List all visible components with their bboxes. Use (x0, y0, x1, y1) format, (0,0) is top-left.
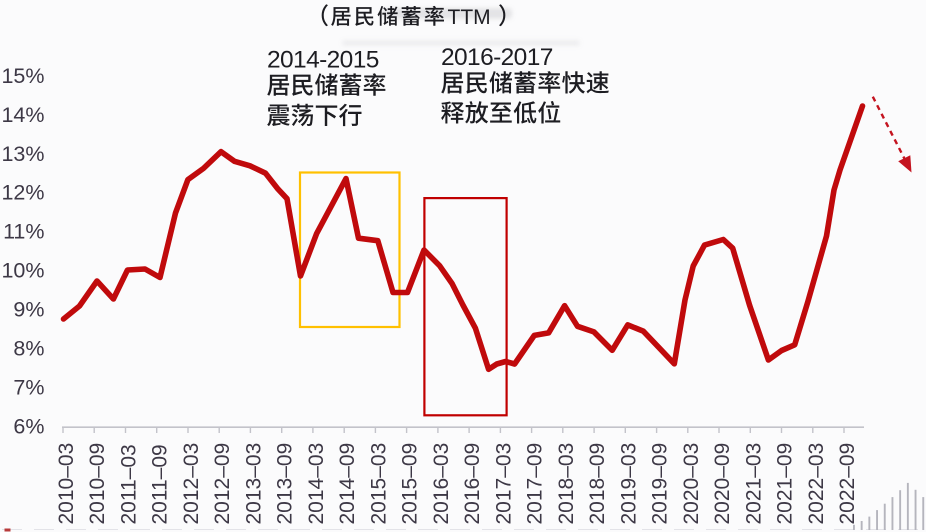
svg-text:10%: 10% (1, 259, 44, 283)
svg-text:2011–03: 2011–03 (118, 444, 141, 524)
svg-text:2016–03: 2016–03 (430, 443, 453, 525)
svg-text:2015–03: 2015–03 (367, 443, 390, 525)
svg-text:2018–09: 2018–09 (586, 443, 609, 525)
svg-text:2014–03: 2014–03 (305, 443, 328, 525)
svg-text:15%: 15% (1, 64, 44, 88)
svg-text:2020–03: 2020–03 (680, 443, 703, 525)
svg-text:2021–03: 2021–03 (742, 443, 765, 525)
svg-text:2020–09: 2020–09 (711, 443, 734, 525)
svg-text:11%: 11% (3, 220, 44, 244)
svg-text:2019–03: 2019–03 (617, 443, 640, 525)
svg-text:2011–09: 2011–09 (149, 444, 172, 524)
svg-text:2012–03: 2012–03 (180, 443, 203, 525)
svg-text:2021–09: 2021–09 (774, 443, 797, 525)
svg-text:13%: 13% (1, 142, 44, 166)
svg-text:12%: 12% (1, 181, 44, 205)
svg-text:2013–03: 2013–03 (242, 443, 265, 525)
svg-text:2010–03: 2010–03 (55, 443, 78, 525)
svg-text:2016-2017: 2016-2017 (441, 44, 553, 71)
svg-text:2014–09: 2014–09 (336, 443, 359, 525)
svg-text:2017–09: 2017–09 (524, 443, 547, 525)
svg-text:2017–03: 2017–03 (492, 443, 515, 525)
svg-text:8%: 8% (13, 336, 44, 360)
svg-text:2022–03: 2022–03 (805, 443, 828, 525)
svg-text:2012–09: 2012–09 (211, 443, 234, 525)
svg-text:2022–09: 2022–09 (836, 443, 859, 525)
svg-text:TTM: TTM (448, 6, 491, 29)
svg-text:2014-2015: 2014-2015 (267, 47, 379, 74)
svg-text:14%: 14% (1, 103, 44, 127)
svg-text:9%: 9% (13, 298, 44, 322)
svg-text:2015–09: 2015–09 (399, 443, 422, 525)
svg-text:6%: 6% (13, 414, 44, 438)
svg-text:2019–09: 2019–09 (649, 443, 672, 525)
svg-text:2018–03: 2018–03 (555, 443, 578, 525)
svg-text:2010–09: 2010–09 (86, 443, 109, 525)
svg-text:7%: 7% (13, 375, 44, 399)
svg-text:2013–09: 2013–09 (274, 443, 297, 525)
svg-text:2016–09: 2016–09 (461, 443, 484, 525)
